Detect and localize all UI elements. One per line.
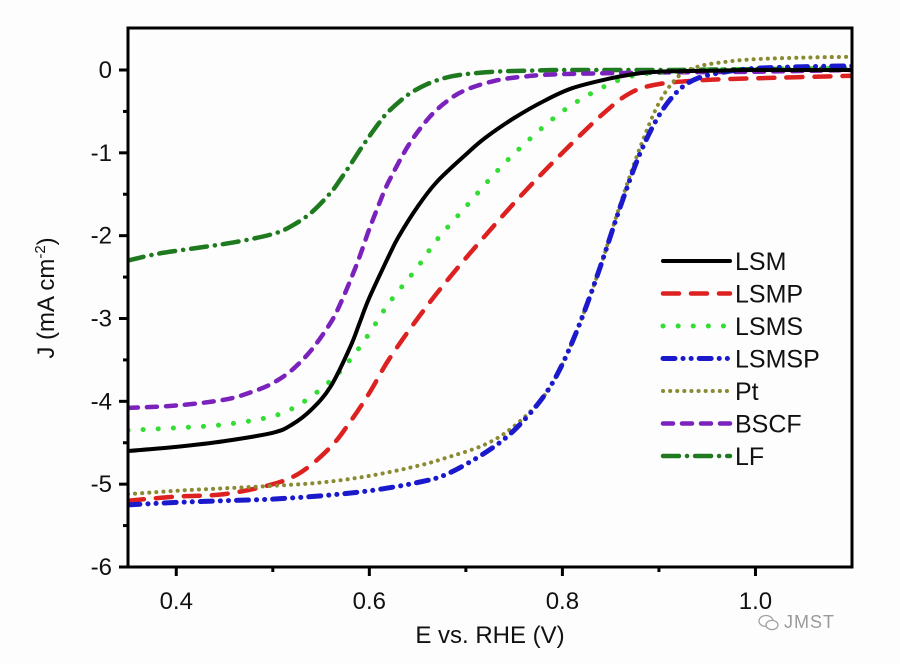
y-axis-label: J (mA cm-2) — [32, 237, 60, 358]
series-line-lsms — [128, 65, 852, 433]
series-line-lf — [128, 66, 852, 263]
plot-frame — [126, 26, 854, 569]
series-layer — [128, 54, 852, 508]
legend-label: LSMS — [735, 313, 803, 341]
y-tick-label: -5 — [91, 471, 112, 498]
watermark-text: JMST — [784, 612, 835, 632]
y-axis-label-sup: -2 — [32, 245, 49, 258]
legend-item-lsms: LSMS — [660, 313, 803, 341]
series-line-bscf — [128, 67, 852, 411]
y-tick-label: -1 — [91, 140, 112, 167]
y-tick-label: 0 — [99, 57, 112, 84]
legend-item-lsm: LSM — [661, 248, 786, 276]
y-tick-label: -6 — [91, 554, 112, 581]
series-line-lsmsp — [128, 63, 852, 508]
series-line-lsm — [128, 67, 852, 453]
x-tick-label: 0.8 — [546, 588, 579, 615]
legend-item-lsmp: LSMP — [660, 281, 803, 309]
axes-layer: 0 -1 -2 -3 -4 -5 -6 0.4 0.6 0.8 1.0 — [91, 57, 772, 615]
x-tick-label: 1.0 — [739, 588, 772, 615]
legend-label: LF — [735, 443, 764, 471]
x-axis-label: E vs. RHE (V) — [415, 622, 564, 649]
x-tick-label: 0.6 — [353, 588, 386, 615]
wechat-icon — [758, 614, 779, 631]
y-axis-label-close: ) — [33, 237, 60, 245]
y-axis-label-main: J (mA cm — [33, 259, 60, 359]
legend-label: BSCF — [735, 411, 802, 439]
legend-item-lf: LF — [660, 443, 764, 471]
legend-label: Pt — [735, 378, 759, 406]
x-tick-label: 0.4 — [160, 588, 193, 615]
y-tick-label: -4 — [91, 388, 112, 415]
legend-label: LSMP — [735, 281, 803, 309]
legend: LSM LSMP LSMS LSMSP Pt BSCF LF — [660, 248, 820, 471]
legend-item-pt: Pt — [661, 378, 759, 406]
legend-label: LSM — [735, 248, 786, 276]
legend-label: LSMSP — [735, 346, 820, 374]
y-tick-label: -2 — [91, 223, 112, 250]
legend-item-lsmsp: LSMSP — [660, 346, 820, 374]
series-line-lsmp — [128, 73, 852, 503]
y-tick-label: -3 — [91, 306, 112, 333]
legend-item-bscf: BSCF — [660, 411, 802, 439]
